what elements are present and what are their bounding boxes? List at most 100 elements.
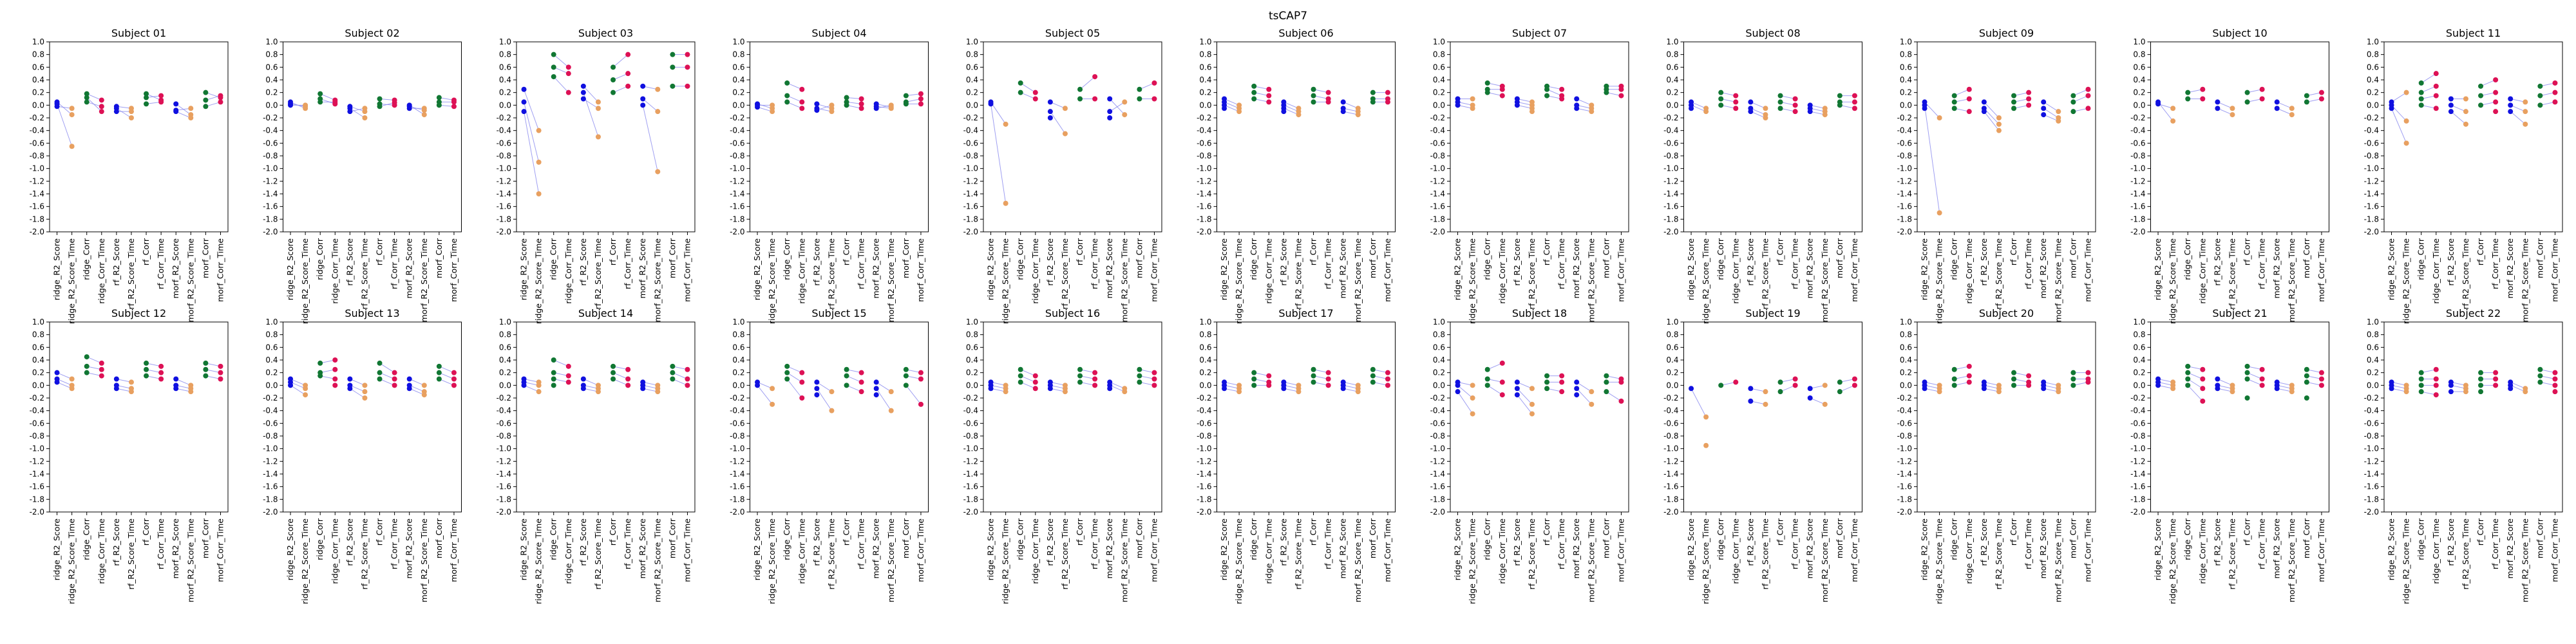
x-tick-label: ridge_Corr [82, 238, 91, 280]
data-point [1311, 366, 1316, 372]
pair-connector [57, 372, 72, 379]
data-point [2433, 93, 2439, 99]
data-point [1763, 401, 1768, 407]
data-point [2418, 102, 2424, 108]
y-tick-label: -1.0 [1663, 164, 1678, 173]
subplot-title: Subject 06 [1278, 27, 1333, 39]
x-tick-label: morf_Corr_Time [449, 238, 459, 302]
x-tick-label: morf_R2_Score_Time [652, 238, 662, 323]
data-point [1996, 389, 2002, 395]
x-tick-label: ridge_R2_Score_Time [1468, 518, 1477, 604]
x-tick-label: ridge_R2_Score [2153, 518, 2163, 581]
data-point [2478, 389, 2484, 395]
y-tick-label: 0.4 [1199, 355, 1211, 365]
y-tick-label: -0.4 [263, 126, 278, 135]
data-point [144, 95, 149, 100]
y-tick-label: 1.0 [1666, 37, 1678, 46]
x-tick-label: rf_R2_Score_Time [1527, 518, 1537, 590]
x-tick-label: ridge_Corr [315, 238, 325, 280]
data-point [1222, 106, 1227, 111]
x-tick-label: rf_Corr [1075, 238, 1084, 265]
data-point [551, 357, 556, 363]
data-point [158, 370, 164, 375]
y-tick-label: -0.4 [263, 406, 278, 415]
data-point [1077, 379, 1083, 385]
data-point [406, 386, 412, 392]
y-tick-label: -2.0 [1897, 507, 1912, 516]
data-point [2200, 386, 2206, 392]
data-point [99, 366, 104, 372]
data-point [551, 376, 556, 382]
y-tick-label: 0.2 [2367, 88, 2379, 97]
data-point [451, 104, 457, 109]
x-tick-label: rf_R2_Score [345, 518, 354, 566]
x-tick-label: ridge_R2_Score [752, 518, 762, 581]
x-tick-label: rf_R2_Score_Time [2227, 518, 2237, 590]
data-point [1003, 200, 1009, 206]
pair-connector [2217, 108, 2233, 115]
data-point [1822, 383, 1828, 388]
data-point [1137, 366, 1142, 372]
data-point [536, 128, 542, 133]
x-tick-label: ridge_R2_Score_Time [1001, 518, 1010, 604]
data-point [1499, 86, 1505, 92]
data-point [2433, 83, 2439, 89]
data-point [203, 366, 209, 372]
x-tick-label: rf_Corr [1309, 238, 1318, 265]
data-point [2304, 379, 2309, 385]
y-tick-label: -0.6 [1197, 419, 1211, 428]
data-point [188, 389, 194, 395]
data-point [1325, 99, 1331, 105]
subplot-title: Subject 01 [111, 27, 166, 39]
data-point [521, 109, 527, 115]
y-tick-label: -0.6 [497, 419, 511, 428]
y-tick-label: -0.6 [730, 419, 744, 428]
x-tick-label: morf_R2_Score [871, 518, 881, 579]
data-point [1922, 106, 1927, 111]
data-point [1311, 86, 1316, 92]
data-point [521, 99, 527, 105]
y-tick-label: 1.0 [1199, 37, 1211, 46]
y-tick-label: -0.6 [1663, 138, 1678, 147]
pair-connector [524, 384, 539, 392]
subplot-title: Subject 14 [578, 307, 633, 319]
pair-connector [2510, 104, 2526, 112]
x-tick-label: morf_R2_Score_Time [2287, 238, 2297, 323]
data-point [2085, 370, 2091, 375]
y-tick-label: 0.6 [2367, 62, 2379, 71]
y-tick-label: -1.4 [2364, 189, 2379, 198]
pair-connector [2217, 101, 2233, 109]
subplot-title: Subject 18 [1512, 307, 1567, 319]
y-tick-label: -1.4 [1430, 189, 1445, 198]
y-tick-label: -2.0 [497, 227, 511, 236]
data-point [1574, 106, 1580, 111]
x-tick-label: morf_Corr_Time [916, 518, 925, 582]
data-point [565, 90, 571, 95]
data-point [1689, 106, 1694, 111]
data-point [1251, 370, 1257, 375]
x-tick-label: rf_R2_Score [1278, 238, 1288, 286]
x-tick-label: ridge_Corr_Time [1497, 518, 1507, 584]
data-point [2185, 383, 2191, 388]
x-tick-label: rf_Corr [2009, 518, 2018, 545]
data-point [1559, 379, 1565, 385]
y-tick-label: 0.4 [265, 355, 278, 365]
data-point [392, 370, 397, 375]
y-tick-label: -0.2 [1663, 113, 1678, 122]
data-point [670, 52, 676, 57]
data-point [2170, 106, 2176, 111]
subplot-panel: Subject 10 1.0 0.8 0.6 0.4 0.2 0.0 -0.2 -0.4 -0.6… [2130, 27, 2329, 324]
data-point [332, 366, 338, 372]
data-point [2056, 118, 2061, 124]
y-tick-label: -1.8 [730, 495, 744, 504]
y-tick-label: 1.0 [32, 37, 44, 46]
data-point [2418, 376, 2424, 382]
data-point [2085, 106, 2091, 111]
x-tick-label: ridge_R2_Score_Time [767, 518, 777, 604]
data-point [2523, 99, 2528, 105]
x-tick-label: morf_R2_Score_Time [1586, 518, 1596, 603]
data-point [595, 134, 601, 140]
x-tick-label: ridge_Corr [1949, 238, 1959, 280]
data-point [54, 379, 60, 385]
y-tick-label: -1.0 [30, 444, 44, 453]
